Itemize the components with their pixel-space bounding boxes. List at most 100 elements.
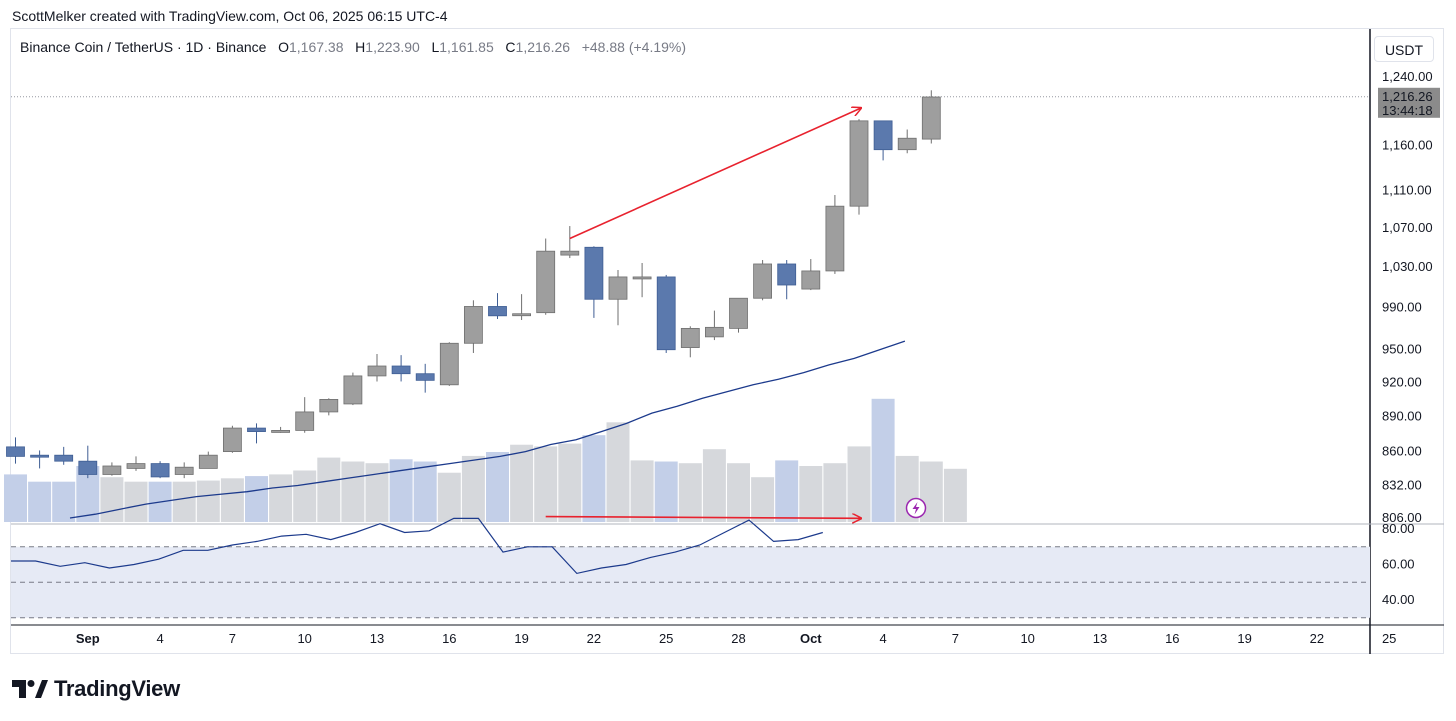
volume-bar xyxy=(727,463,750,522)
candle xyxy=(439,342,459,386)
candle-body xyxy=(560,250,580,256)
volume-bar xyxy=(437,472,461,522)
candle xyxy=(753,260,772,301)
chart-frame xyxy=(10,28,1444,654)
legend-symbol[interactable]: Binance Coin / TetherUS · 1D · Binance xyxy=(20,39,267,55)
volume-bar xyxy=(606,422,630,522)
candle-body xyxy=(536,250,556,314)
time-tick-label: 4 xyxy=(156,631,163,646)
price-tick-label: 920.00 xyxy=(1382,375,1422,390)
time-tick-label: 10 xyxy=(1020,631,1034,646)
candle xyxy=(30,450,50,469)
symbol-legend: Binance Coin / TetherUS · 1D · Binance O… xyxy=(20,39,686,55)
candle-body xyxy=(343,375,363,405)
legend-change: +48.88 (+4.19%) xyxy=(581,39,687,55)
volume-bar xyxy=(269,474,293,522)
time-tick-label: Oct xyxy=(800,631,822,646)
volume-bar xyxy=(461,455,485,522)
time-tick-label: 16 xyxy=(442,631,456,646)
candle xyxy=(729,297,748,333)
price-tick-label: 806.00 xyxy=(1382,510,1422,525)
price-tick-label: 890.00 xyxy=(1382,409,1422,424)
volume-bar xyxy=(124,481,148,522)
rsi-tick-label: 40.00 xyxy=(1382,592,1415,607)
volume-bar xyxy=(245,476,268,522)
candle xyxy=(560,226,580,259)
legend-open-label: O xyxy=(278,39,289,55)
tradingview-logo: TradingView xyxy=(12,676,180,702)
candle xyxy=(222,425,242,453)
rsi-line xyxy=(11,517,823,575)
candle xyxy=(198,451,218,469)
time-tick-label: 7 xyxy=(229,631,236,646)
volume-bar xyxy=(365,463,389,522)
candle-body xyxy=(367,365,387,377)
price-tick-label: 950.00 xyxy=(1382,342,1422,357)
candle-body xyxy=(632,276,652,280)
price-tick-label: 1,110.00 xyxy=(1382,182,1432,197)
candle-body xyxy=(391,365,411,375)
volume-bar xyxy=(317,457,341,522)
candle xyxy=(921,90,941,144)
price-trend-arrow xyxy=(569,108,861,240)
time-tick-label: 4 xyxy=(879,631,886,646)
volume-bar xyxy=(28,481,52,522)
volume-bar xyxy=(582,435,606,522)
rsi-tick-label: 60.00 xyxy=(1382,557,1415,572)
time-tick-label: 22 xyxy=(1310,631,1324,646)
volume-bar xyxy=(799,466,823,522)
candle xyxy=(632,262,652,298)
volume-bar xyxy=(413,461,437,522)
candle xyxy=(271,426,291,433)
candle-body xyxy=(271,430,291,433)
candle xyxy=(295,397,315,433)
price-tick-label: 1,070.00 xyxy=(1382,220,1433,235)
candle-body xyxy=(222,427,242,453)
lightning-icon[interactable] xyxy=(905,497,927,519)
legend-low: 1,161.85 xyxy=(439,39,494,55)
volume-bar xyxy=(630,460,654,522)
volume-bar xyxy=(389,459,413,522)
currency-button[interactable]: USDT xyxy=(1374,36,1434,62)
candle-body xyxy=(150,463,170,478)
candle-body xyxy=(295,411,315,431)
price-tick-label: 1,160.00 xyxy=(1382,137,1433,152)
candle xyxy=(488,293,507,319)
volume-bar xyxy=(678,463,702,522)
candle-body xyxy=(584,246,604,300)
candle xyxy=(825,194,845,274)
candle xyxy=(102,462,122,476)
candle xyxy=(849,119,869,215)
candle xyxy=(512,294,531,320)
price-tick-label: 860.00 xyxy=(1382,444,1422,459)
candle xyxy=(680,326,700,358)
volume-bar xyxy=(293,470,317,522)
candle-body xyxy=(873,120,893,151)
candle xyxy=(6,437,25,464)
price-tick-label: 1,030.00 xyxy=(1382,259,1433,274)
candle-body xyxy=(319,399,339,413)
candle xyxy=(415,363,435,393)
time-tick-label: 7 xyxy=(952,631,959,646)
legend-close-label: C xyxy=(505,39,516,55)
candle xyxy=(873,120,893,161)
volume-bar xyxy=(4,474,27,522)
candle-body xyxy=(247,427,266,432)
candle-body xyxy=(825,205,845,272)
candle-body xyxy=(54,454,74,462)
volume-bar xyxy=(534,446,558,522)
time-tick-label: 19 xyxy=(1237,631,1251,646)
candle-body xyxy=(488,306,507,317)
candle xyxy=(777,260,797,300)
candle-body xyxy=(439,342,459,386)
candle-body xyxy=(921,96,941,140)
candle-body xyxy=(174,466,194,475)
candle-body xyxy=(608,276,628,300)
candle xyxy=(367,354,387,382)
candle-body xyxy=(463,306,483,344)
volume-bar xyxy=(847,446,871,522)
legend-close: 1,216.26 xyxy=(515,39,571,55)
rsi-tick-label: 80.00 xyxy=(1382,521,1415,536)
volume-bar xyxy=(943,468,967,522)
